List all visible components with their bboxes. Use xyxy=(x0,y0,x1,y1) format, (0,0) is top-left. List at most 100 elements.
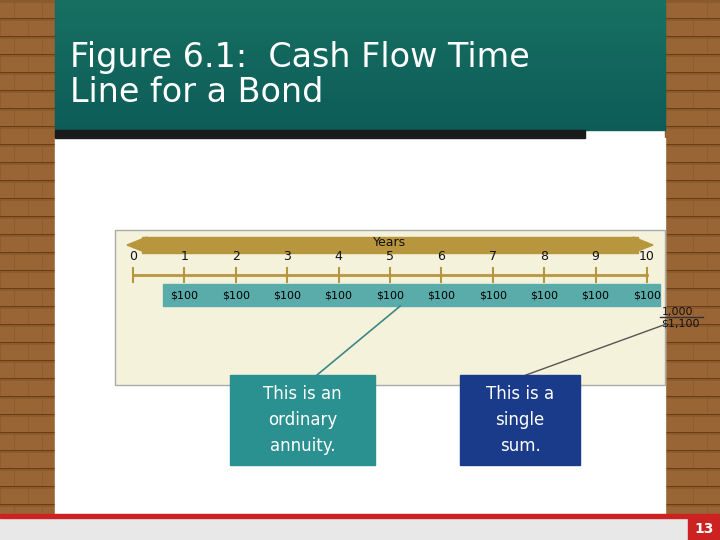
Bar xyxy=(55,2,665,3)
Bar xyxy=(55,91,665,92)
Text: Line for a Bond: Line for a Bond xyxy=(70,77,323,110)
Bar xyxy=(142,237,638,253)
Text: 0: 0 xyxy=(129,251,137,264)
Bar xyxy=(55,117,665,118)
Bar xyxy=(666,57,692,71)
Bar xyxy=(666,525,692,539)
Bar xyxy=(55,81,665,82)
Bar xyxy=(15,3,41,17)
Bar xyxy=(55,100,665,101)
Bar xyxy=(1,345,27,359)
Bar xyxy=(666,111,692,125)
Bar xyxy=(708,471,719,485)
Bar xyxy=(55,48,665,49)
Bar xyxy=(55,76,665,77)
Bar xyxy=(29,57,54,71)
Bar xyxy=(55,45,665,46)
Bar xyxy=(55,83,665,84)
Bar xyxy=(666,345,692,359)
Bar xyxy=(55,28,665,29)
Bar xyxy=(680,471,706,485)
Bar xyxy=(43,183,54,197)
Bar xyxy=(55,123,665,124)
Bar xyxy=(680,399,706,413)
Bar xyxy=(55,53,665,54)
Bar xyxy=(55,101,665,102)
Bar xyxy=(55,13,665,14)
Bar xyxy=(694,417,719,431)
Bar xyxy=(115,230,665,385)
Bar xyxy=(29,345,54,359)
Bar xyxy=(55,68,665,69)
Bar xyxy=(29,273,54,287)
Bar xyxy=(55,31,665,32)
Text: Years: Years xyxy=(374,237,407,249)
Bar xyxy=(55,4,665,5)
Bar xyxy=(43,255,54,269)
Bar xyxy=(0,3,13,17)
Bar xyxy=(666,237,692,251)
Polygon shape xyxy=(127,237,147,253)
Bar xyxy=(666,363,692,377)
Bar xyxy=(680,255,706,269)
Bar xyxy=(694,57,719,71)
Bar xyxy=(29,381,54,395)
Bar xyxy=(0,183,13,197)
Bar xyxy=(680,183,706,197)
Bar xyxy=(666,165,692,179)
Bar xyxy=(55,5,665,6)
Bar xyxy=(29,165,54,179)
Bar xyxy=(55,82,665,83)
Bar xyxy=(55,55,665,56)
Bar xyxy=(666,435,692,449)
Bar xyxy=(29,237,54,251)
Bar xyxy=(43,111,54,125)
Bar xyxy=(694,489,719,503)
Bar xyxy=(55,19,665,20)
Bar xyxy=(55,102,665,103)
Bar xyxy=(0,255,13,269)
Bar xyxy=(666,309,692,323)
Bar xyxy=(55,130,585,138)
Bar xyxy=(708,399,719,413)
Bar xyxy=(666,507,692,521)
Bar xyxy=(55,110,665,111)
Bar xyxy=(55,96,665,97)
Bar xyxy=(55,43,665,44)
Bar xyxy=(55,80,665,81)
Bar xyxy=(0,291,13,305)
Bar xyxy=(55,129,665,130)
Bar xyxy=(55,7,665,8)
Bar xyxy=(0,507,13,521)
Bar xyxy=(1,273,27,287)
Bar xyxy=(55,63,665,64)
Bar xyxy=(55,35,665,36)
Bar xyxy=(55,89,665,90)
Bar xyxy=(55,118,665,119)
Bar xyxy=(55,93,665,94)
Bar xyxy=(694,309,719,323)
Bar xyxy=(43,219,54,233)
Bar xyxy=(55,105,665,106)
Bar xyxy=(55,71,665,72)
Bar xyxy=(55,97,665,98)
Bar xyxy=(708,147,719,161)
Bar xyxy=(15,255,41,269)
Bar xyxy=(29,525,54,539)
Bar xyxy=(43,327,54,341)
Bar xyxy=(666,453,692,467)
Bar xyxy=(55,44,665,45)
Text: $100: $100 xyxy=(325,290,353,300)
Bar xyxy=(55,103,665,104)
Bar xyxy=(1,165,27,179)
Bar xyxy=(55,125,665,126)
Bar xyxy=(55,49,665,50)
Bar xyxy=(708,39,719,53)
Text: Figure 6.1:  Cash Flow Time: Figure 6.1: Cash Flow Time xyxy=(70,40,530,73)
Bar xyxy=(55,30,665,31)
Bar xyxy=(55,127,665,128)
Bar xyxy=(55,109,665,110)
Bar xyxy=(15,291,41,305)
Bar xyxy=(708,3,719,17)
Bar xyxy=(55,54,665,55)
